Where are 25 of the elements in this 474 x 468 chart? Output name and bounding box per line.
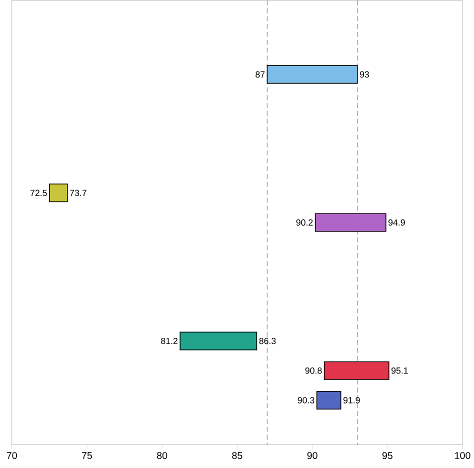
bar <box>49 183 68 202</box>
annotation: 81.2 <box>161 338 178 344</box>
annotation: 94.9 <box>388 219 405 226</box>
x-tick-label: 85 <box>232 452 242 459</box>
annotation: 93 <box>360 71 369 78</box>
bar <box>316 390 342 410</box>
annotation: 87 <box>256 71 265 78</box>
annotation: 73.7 <box>70 190 86 196</box>
x-tick-label: 90 <box>307 452 318 459</box>
x-tick-label: 100 <box>455 452 470 459</box>
x-tick-label: 70 <box>6 452 17 459</box>
annotation: 90.8 <box>305 367 322 374</box>
annotation: 72.5 <box>30 190 47 196</box>
bar <box>266 65 358 84</box>
annotation: 90.2 <box>296 219 313 226</box>
annotation: 90.3 <box>298 396 314 404</box>
bar <box>180 332 258 350</box>
x-tick-label: 75 <box>82 452 92 459</box>
annotation: 86.3 <box>259 338 276 344</box>
annotation: 95.1 <box>391 367 408 374</box>
x-tick-label: 80 <box>157 452 168 459</box>
bar <box>324 361 390 380</box>
annotation: 91.9 <box>343 396 360 404</box>
x-tick-label: 95 <box>382 452 392 459</box>
bar <box>314 213 386 232</box>
